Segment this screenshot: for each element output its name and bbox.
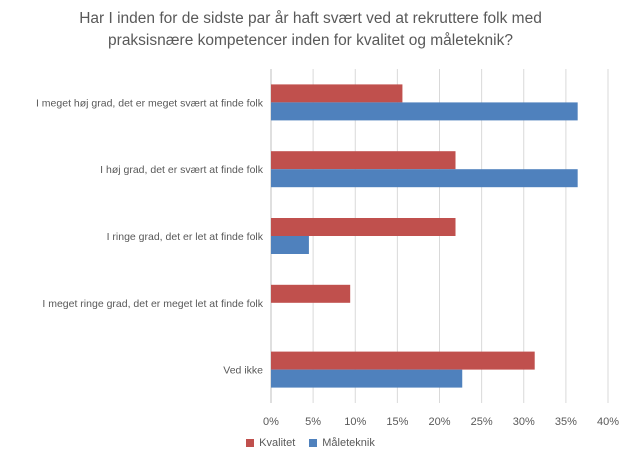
bar-maleteknik [271, 102, 578, 121]
x-tick-label: 10% [344, 416, 366, 428]
chart-title-line-2: praksisnære kompetencer inden for kvalit… [108, 32, 513, 49]
x-tick-label: 35% [555, 416, 577, 428]
legend-item-maleteknik: Måleteknik [309, 437, 375, 449]
category-label: I meget ringe grad, det er meget let at … [42, 298, 263, 310]
bar-maleteknik [271, 236, 309, 254]
legend: Kvalitet Måleteknik [0, 437, 621, 449]
x-tick-label: 5% [305, 416, 321, 428]
category-label: I meget høj grad, det er meget svært at … [36, 97, 264, 109]
bar-maleteknik [271, 369, 463, 388]
legend-label-maleteknik: Måleteknik [322, 437, 375, 449]
legend-swatch-kvalitet [246, 439, 255, 447]
bar-kvalitet [271, 284, 351, 303]
bar-maleteknik [271, 169, 578, 188]
legend-item-kvalitet: Kvalitet [246, 437, 295, 449]
chart-title: Har I inden for de sidste par år haft sv… [0, 8, 621, 52]
x-tick-label: 0% [263, 416, 279, 428]
x-tick-label: 15% [386, 416, 408, 428]
bar-kvalitet [271, 84, 403, 103]
x-tick-label: 30% [513, 416, 535, 428]
legend-swatch-maleteknik [309, 439, 318, 447]
bar-kvalitet [271, 351, 535, 370]
category-label: Ved ikke [223, 365, 263, 377]
legend-label-kvalitet: Kvalitet [259, 437, 296, 449]
category-label: I høj grad, det er svært at finde folk [100, 164, 264, 176]
bar-kvalitet [271, 218, 456, 236]
chart-title-line-1: Har I inden for de sidste par år haft sv… [79, 10, 542, 27]
x-tick-label: 25% [471, 416, 493, 428]
bar-kvalitet [271, 151, 456, 170]
x-tick-label: 20% [428, 416, 450, 428]
x-tick-label: 40% [597, 416, 619, 428]
category-label: I ringe grad, det er let at finde folk [107, 231, 264, 243]
